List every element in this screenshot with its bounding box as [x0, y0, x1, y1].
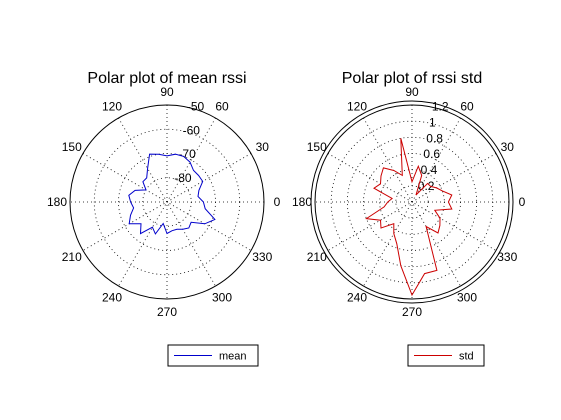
theta-tick-label: 240 — [347, 290, 367, 304]
legend-box — [167, 344, 259, 367]
ring-gridline — [346, 136, 478, 268]
theta-tick-label: 60 — [215, 100, 229, 114]
theta-tick-label: 330 — [497, 250, 517, 264]
theta-tick-label: 0 — [274, 195, 281, 209]
theta-tick-label: 60 — [460, 100, 474, 114]
ring-gridline — [93, 128, 241, 276]
ring-gridline — [379, 169, 445, 235]
series-line-mean — [128, 153, 216, 235]
series-line-std — [364, 138, 453, 297]
theta-tick-label: 180 — [292, 195, 312, 209]
theta-tick-label: 210 — [307, 250, 327, 264]
r-tick-label: 0.4 — [421, 163, 438, 177]
r-tick-label: 1.2 — [432, 99, 449, 113]
theta-tick-label: 330 — [252, 250, 272, 264]
r-tick-label: 0.6 — [423, 147, 440, 161]
theta-tick-label: 180 — [47, 195, 67, 209]
r-tick-label: 0.8 — [426, 131, 443, 145]
theta-tick-label: 150 — [307, 140, 327, 154]
r-tick-label: -60 — [183, 123, 201, 137]
theta-tick-label: 300 — [212, 290, 232, 304]
theta-tick-label: 270 — [157, 305, 177, 319]
ring-gridline — [142, 177, 192, 227]
ring-gridline — [118, 153, 216, 251]
theta-tick-label: 30 — [501, 140, 515, 154]
ring-gridline — [363, 153, 461, 251]
theta-tick-label: 120 — [102, 100, 122, 114]
theta-tick-label: 90 — [160, 85, 174, 99]
legend: mean — [167, 344, 259, 367]
r-tick-label: -80 — [174, 171, 192, 185]
legend: std — [407, 344, 485, 367]
legend-label: mean — [219, 351, 247, 363]
theta-tick-label: 210 — [62, 250, 82, 264]
theta-tick-label: 150 — [62, 140, 82, 154]
chart-title: Polar plot of mean rssi — [87, 70, 246, 87]
chart-title: Polar plot of rssi std — [342, 70, 483, 87]
theta-tick-label: 270 — [402, 305, 422, 319]
polar-chart-mean: Polar plot of mean rssi 0 30 60 90 120 150 180 2… — [47, 70, 281, 367]
r-tick-label: 1 — [429, 115, 436, 129]
ring-gridline — [395, 185, 429, 219]
legend-label: std — [459, 351, 474, 363]
polar-chart-std: Polar plot of rssi std 0 30 60 90 120 150 180 21… — [292, 70, 526, 367]
ring-gridline — [330, 120, 494, 284]
theta-tick-label: 30 — [256, 140, 270, 154]
theta-tick-label: 120 — [347, 100, 367, 114]
theta-tick-label: 240 — [102, 290, 122, 304]
spoke-gridline — [82, 153, 252, 251]
theta-tick-label: 300 — [457, 290, 477, 304]
theta-tick-label: 0 — [519, 195, 526, 209]
theta-tick-label: 90 — [405, 85, 419, 99]
r-tick-label: -70 — [178, 147, 196, 161]
polar-outer-ring-2 — [310, 100, 514, 304]
r-tick-label: -50 — [187, 99, 205, 113]
